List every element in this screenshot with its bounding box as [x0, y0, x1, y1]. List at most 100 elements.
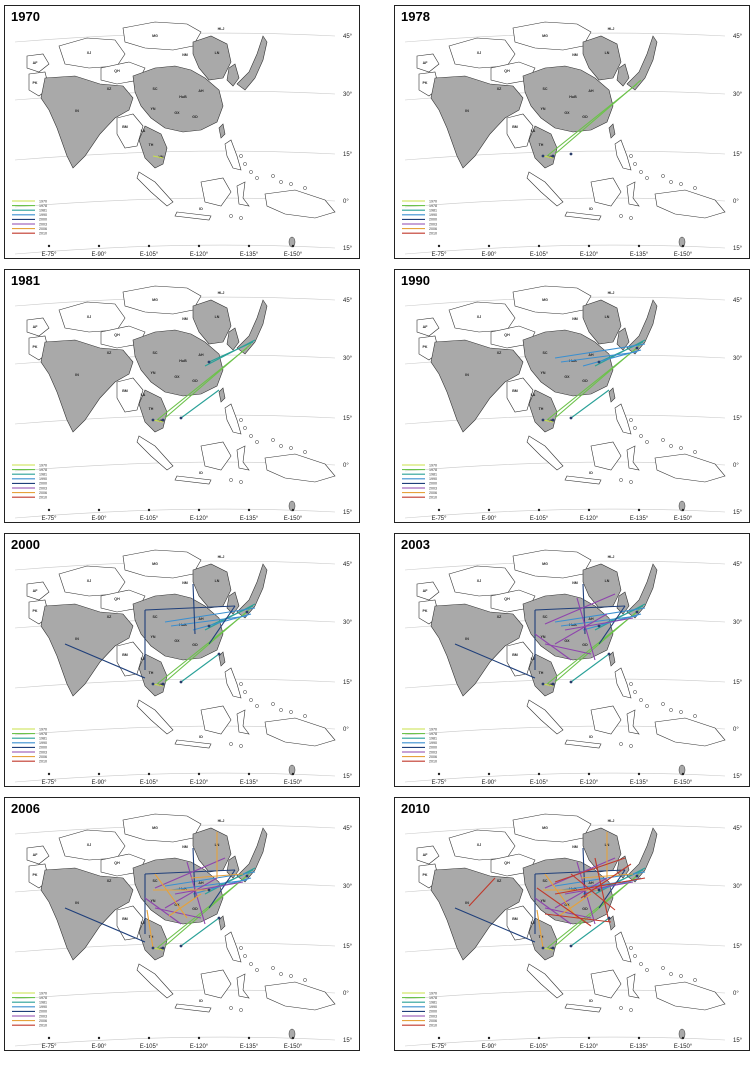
longitude-label: E-75° [41, 1044, 57, 1050]
country-shape [526, 435, 564, 471]
region-label-ah: AH [588, 881, 594, 885]
latitude-label: 15° [733, 510, 743, 516]
region-label-la: LA [531, 129, 536, 133]
longitude-marker [147, 772, 151, 776]
legend-label: 2003 [39, 486, 47, 490]
country-shape [506, 641, 534, 677]
region-label-sc: SC [153, 87, 158, 91]
city-node [541, 154, 545, 158]
city-node [207, 624, 211, 628]
highlighted-region [626, 827, 658, 883]
legend-label: 1990 [39, 213, 47, 217]
latitude-label: 15° [343, 774, 353, 780]
highlighted-region [582, 35, 622, 81]
legend-label: 1981 [39, 209, 47, 213]
island-shape [289, 182, 293, 186]
longitude-label: E-135° [240, 1044, 259, 1050]
longitude-label: E-135° [240, 516, 259, 522]
island-shape [289, 974, 293, 978]
longitude-marker [587, 508, 591, 512]
longitude-marker [291, 508, 295, 512]
country-shape [590, 177, 622, 207]
latitude-line [14, 150, 336, 161]
city-node [569, 416, 573, 420]
island-shape [249, 434, 253, 438]
route-line-2003 [544, 907, 592, 919]
country-shape [58, 37, 126, 69]
country-shape [116, 905, 144, 941]
legend-label: 1990 [39, 477, 47, 481]
highlighted-region [430, 75, 524, 169]
island-shape [243, 690, 247, 694]
country-shape [236, 445, 250, 471]
highlighted-region [218, 651, 226, 667]
region-label-th: TH [539, 671, 544, 675]
country-shape [174, 475, 212, 485]
legend-label: 2000 [429, 482, 437, 486]
route-line-2006 [580, 873, 634, 879]
region-label-gx: GX [564, 639, 570, 643]
region-label-mg: MG [542, 826, 548, 830]
country-shape [174, 1003, 212, 1013]
region-label-vn: VN [549, 419, 554, 423]
city-node [569, 680, 573, 684]
region-label-yn: YN [541, 107, 546, 111]
country-shape [236, 973, 250, 999]
latitude-label: 15° [343, 416, 353, 422]
longitude-label: E-75° [431, 1044, 447, 1050]
country-shape [564, 1003, 602, 1013]
country-shape [506, 905, 534, 941]
region-label-la: LA [141, 657, 146, 661]
region-label-ah: AH [588, 89, 594, 93]
panel-year: 1978 [401, 9, 430, 24]
longitude-marker [47, 508, 51, 512]
island-shape [303, 186, 307, 190]
country-shape [614, 931, 632, 963]
island-shape [639, 962, 643, 966]
region-label-qh: QH [114, 333, 120, 337]
region-label-bm: BM [122, 125, 128, 129]
region-label-vn: VN [549, 155, 554, 159]
longitude-marker [437, 772, 441, 776]
latitude-label: 30° [733, 92, 743, 98]
longitude-marker [537, 244, 541, 248]
island-shape [619, 742, 623, 746]
highlighted-region [40, 75, 134, 169]
city-node [541, 418, 545, 422]
highlighted-region [132, 65, 224, 133]
region-label-hlj: HLJ [218, 819, 225, 823]
legend-label: 1970 [39, 199, 47, 203]
island-shape [239, 216, 243, 220]
latitude-label: 45° [343, 298, 353, 304]
legend-label: 2006 [429, 1019, 437, 1023]
longitude-label: E-135° [630, 252, 649, 258]
city-node [245, 610, 249, 614]
highlighted-island [288, 764, 296, 776]
region-label-sc: SC [543, 87, 548, 91]
highlighted-region [192, 827, 232, 873]
region-label-id: ID [199, 471, 203, 475]
country-shape [122, 285, 202, 315]
longitude-label: E-90° [481, 780, 497, 786]
region-label-bm: BM [512, 653, 518, 657]
map-panel-1978: 45° 30° 15° 0° 15° MG HLJ XJ NM LN AF QH PK XZ SC IN HuB… [394, 5, 750, 259]
longitude-label: E-105° [140, 1044, 159, 1050]
legend-label: 1978 [429, 468, 437, 472]
route-line-1978 [164, 343, 252, 419]
island-shape [239, 1008, 243, 1012]
legend-label: 1970 [429, 463, 437, 467]
latitude-line [404, 942, 726, 953]
longitude-label: E-120° [580, 252, 599, 258]
longitude-marker [537, 1036, 541, 1040]
region-label-af: AF [33, 853, 39, 857]
island-shape [279, 708, 283, 712]
island-shape [271, 966, 275, 970]
route-line-1990 [170, 615, 248, 627]
country-shape [224, 931, 242, 963]
panel-year: 2006 [11, 801, 40, 816]
longitude-marker [197, 508, 201, 512]
latitude-line [404, 244, 726, 255]
highlighted-region [236, 35, 268, 91]
legend-label: 1981 [39, 473, 47, 477]
